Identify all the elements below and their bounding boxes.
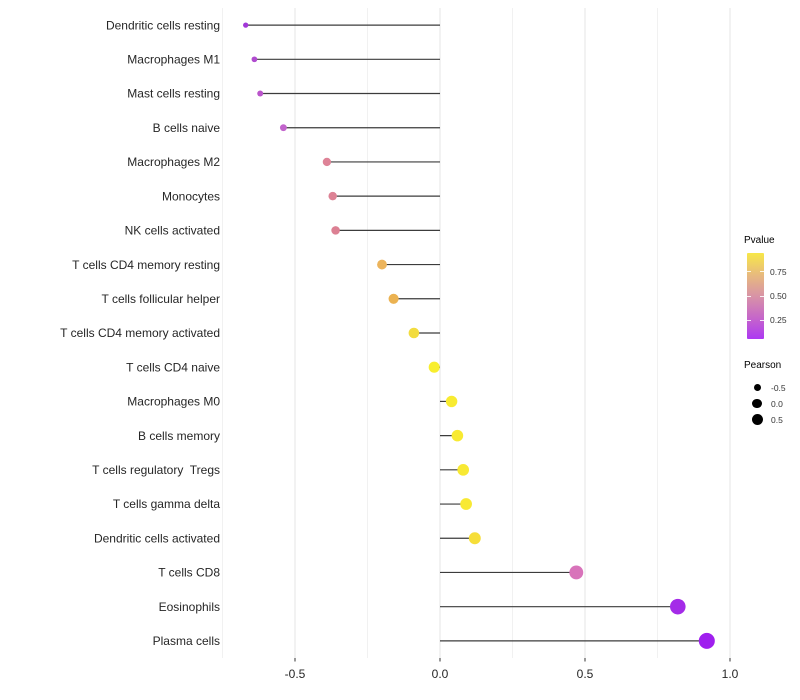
y-axis-label: T cells CD4 memory resting — [72, 258, 220, 272]
y-axis-label: Plasma cells — [153, 634, 220, 648]
data-point — [428, 361, 440, 373]
y-axis-label: Dendritic cells resting — [106, 18, 220, 32]
pvalue-colorbar-tick — [760, 271, 764, 273]
y-axis-label: Macrophages M0 — [127, 395, 220, 409]
y-axis-label: NK cells activated — [125, 224, 220, 238]
data-point — [445, 395, 458, 408]
y-axis-label: Macrophages M1 — [127, 53, 220, 67]
y-axis-label: T cells follicular helper — [102, 292, 221, 306]
pvalue-colorbar-tick — [747, 295, 751, 297]
y-axis-label: Monocytes — [162, 189, 220, 203]
pearson-legend-label: 0.0 — [771, 398, 783, 409]
pvalue-colorbar-tick — [760, 295, 764, 297]
y-axis-label: T cells CD8 — [158, 566, 220, 580]
data-point — [328, 191, 337, 201]
data-point — [243, 22, 249, 28]
y-axis-label: T cells gamma delta — [113, 497, 220, 511]
data-point — [451, 429, 464, 442]
y-axis-label: T cells CD4 memory activated — [60, 326, 220, 340]
data-point — [322, 157, 332, 167]
x-axis-tick-label: 0.5 — [577, 667, 594, 681]
pvalue-colorbar-tick — [747, 319, 751, 321]
pvalue-colorbar — [747, 253, 764, 339]
data-point — [279, 124, 287, 132]
data-point — [670, 598, 686, 615]
y-axis-label: B cells memory — [138, 429, 220, 443]
data-point — [698, 632, 715, 649]
x-axis-tick-label: 0.0 — [432, 667, 449, 681]
x-axis-tick-label: 1.0 — [722, 667, 739, 681]
data-point — [468, 532, 481, 545]
data-point — [569, 565, 584, 580]
y-axis-label: Mast cells resting — [127, 87, 220, 101]
pvalue-colorbar-tick-label: 0.75 — [770, 266, 787, 277]
pearson-legend-dot — [751, 414, 763, 425]
data-point — [408, 327, 420, 339]
pearson-legend-dot — [753, 384, 761, 391]
data-point — [388, 293, 399, 304]
data-point — [457, 463, 470, 476]
data-point — [251, 56, 258, 63]
pearson-legend-title: Pearson — [744, 360, 782, 371]
y-axis-label: Dendritic cells activated — [94, 531, 220, 545]
data-point — [377, 259, 387, 270]
y-axis-label: Macrophages M2 — [127, 155, 220, 169]
pvalue-colorbar-tick — [747, 271, 751, 273]
x-axis-tick-label: -0.5 — [285, 667, 306, 681]
pvalue-colorbar-tick — [760, 319, 764, 321]
y-axis-label: T cells regulatory Tregs — [92, 463, 220, 477]
y-axis-label: B cells naive — [153, 121, 221, 135]
y-axis-label: Eosinophils — [159, 600, 220, 614]
pvalue-colorbar-tick-label: 0.25 — [770, 315, 787, 326]
data-point — [331, 226, 340, 235]
pvalue-legend-title: Pvalue — [744, 235, 775, 246]
pvalue-colorbar-tick-label: 0.50 — [770, 291, 787, 301]
pearson-legend-dot — [752, 398, 762, 409]
pearson-legend-label: -0.5 — [771, 382, 786, 393]
y-axis-label: T cells CD4 naive — [126, 360, 220, 374]
data-point — [460, 498, 472, 510]
pearson-legend-label: 0.5 — [771, 414, 783, 425]
data-point — [257, 90, 264, 97]
